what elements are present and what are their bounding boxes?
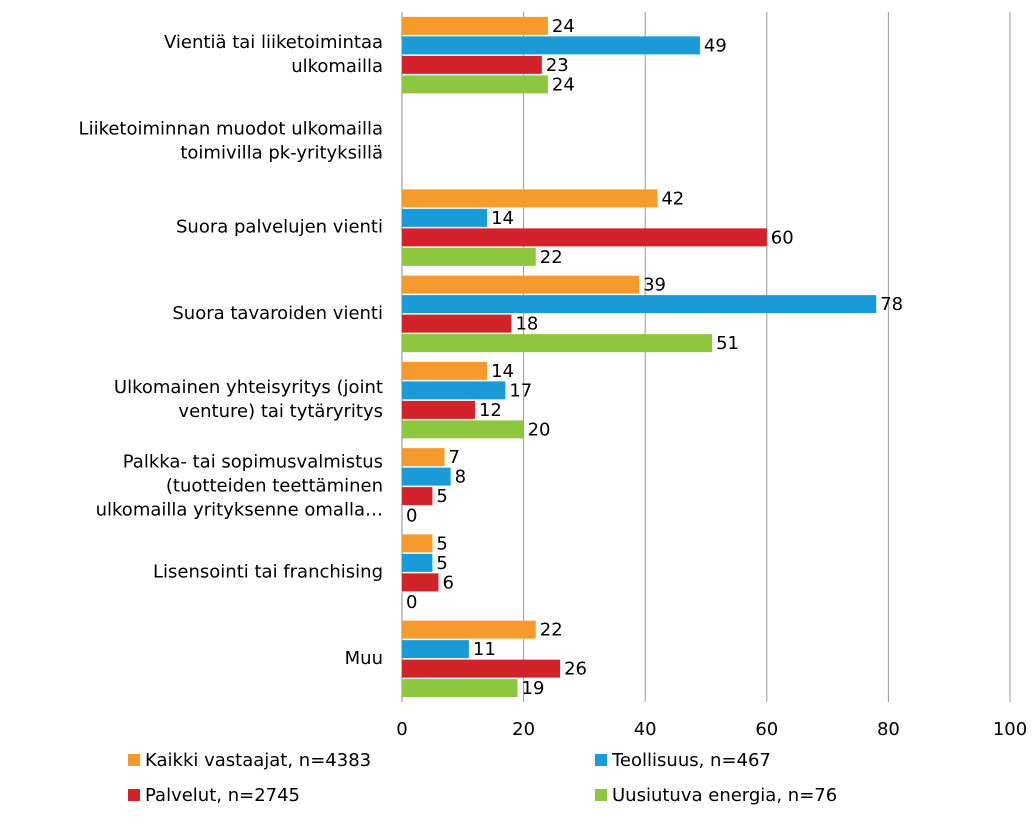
value-label: 12 <box>479 400 502 421</box>
value-label: 78 <box>880 294 903 315</box>
value-label: 51 <box>716 333 739 354</box>
bar <box>402 55 542 74</box>
category-label: Suora palvelujen vienti <box>176 217 383 238</box>
bar <box>402 16 548 35</box>
bar <box>402 247 536 266</box>
bar <box>402 208 488 227</box>
bar <box>402 448 445 467</box>
value-label: 14 <box>491 208 514 229</box>
bar <box>402 679 518 698</box>
legend-swatch <box>595 789 607 801</box>
bar <box>402 573 439 592</box>
value-label: 60 <box>771 227 794 248</box>
value-label: 17 <box>509 380 532 401</box>
value-label: 19 <box>522 678 545 699</box>
value-label: 7 <box>449 447 460 468</box>
category-label: Lisensointi tai franchising <box>153 562 383 583</box>
legend-swatch <box>128 789 140 801</box>
bar <box>402 361 488 380</box>
bar <box>402 381 506 400</box>
x-tick-label: 80 <box>877 719 900 740</box>
category-label: Liiketoiminnan muodot ulkomailla toimivil… <box>79 118 383 163</box>
bar <box>402 314 512 333</box>
category-label: Vientiä tai liiketoimintaa ulkomailla <box>164 32 383 77</box>
bar <box>402 534 433 553</box>
bar <box>402 487 433 506</box>
bar <box>402 295 877 314</box>
bar <box>402 420 524 439</box>
x-tick-label: 60 <box>755 719 778 740</box>
bar <box>402 275 640 294</box>
bar <box>402 620 536 639</box>
legend-label: Kaikki vastaajat, n=4383 <box>145 750 371 771</box>
bar <box>402 400 475 419</box>
value-label: 5 <box>436 553 447 574</box>
value-label: 14 <box>491 361 514 382</box>
value-label: 39 <box>643 275 666 296</box>
legend-swatch <box>128 754 140 766</box>
legend-label: Uusiutuva energia, n=76 <box>612 785 837 806</box>
value-label: 5 <box>436 486 447 507</box>
value-label: 24 <box>552 74 575 95</box>
legend-label: Palvelut, n=2745 <box>145 785 300 806</box>
value-label: 22 <box>540 620 563 641</box>
value-label: 0 <box>406 592 417 613</box>
category-label: Suora tavaroiden vienti <box>172 303 383 324</box>
value-label: 26 <box>564 659 587 680</box>
x-tick-label: 20 <box>512 719 535 740</box>
bar <box>402 640 469 659</box>
category-label: Ulkomainen yhteisyritys (joint venture) t… <box>114 377 383 422</box>
category-label: Muu <box>345 648 383 669</box>
value-label: 5 <box>436 533 447 554</box>
category-label: Palkka- tai sopimusvalmistus (tuotteiden … <box>96 451 383 520</box>
value-label: 42 <box>661 188 684 209</box>
value-label: 0 <box>406 506 417 527</box>
bar <box>402 75 548 94</box>
bar <box>402 228 767 247</box>
value-label: 8 <box>455 467 466 488</box>
bar <box>402 659 561 678</box>
value-label: 18 <box>515 314 538 335</box>
x-tick-label: 100 <box>993 719 1027 740</box>
value-label: 11 <box>473 639 496 660</box>
legend-label: Teollisuus, n=467 <box>611 750 771 771</box>
bar <box>402 189 658 208</box>
value-label: 20 <box>528 419 551 440</box>
value-label: 23 <box>546 55 569 76</box>
bar <box>402 553 433 572</box>
bar <box>402 467 451 486</box>
bar <box>402 36 700 55</box>
x-tick-label: 40 <box>634 719 657 740</box>
bar <box>402 334 713 353</box>
value-label: 22 <box>540 247 563 268</box>
value-label: 24 <box>552 16 575 37</box>
value-label: 6 <box>442 572 453 593</box>
x-tick-label: 0 <box>396 719 407 740</box>
value-label: 49 <box>704 35 727 56</box>
legend-swatch <box>595 754 607 766</box>
